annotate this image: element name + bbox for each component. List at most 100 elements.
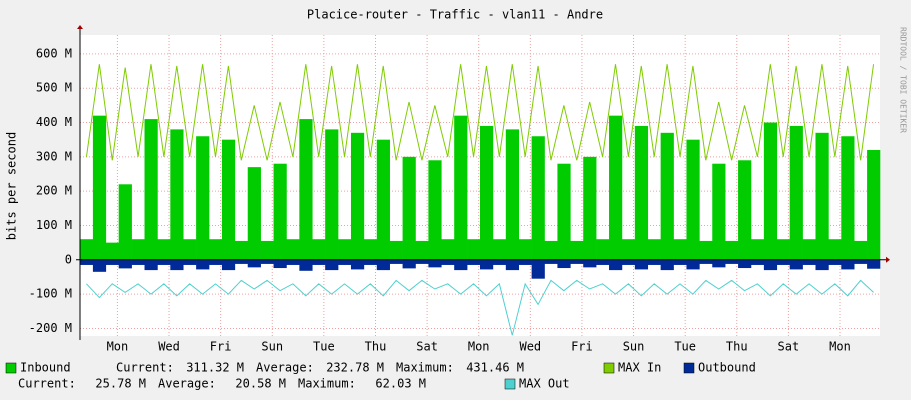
bar <box>170 259 184 271</box>
bar <box>596 259 610 265</box>
x-tick-label: Sat <box>778 340 800 354</box>
bar <box>234 240 249 260</box>
y-axis-label: bits per second <box>5 132 19 240</box>
bar <box>828 259 842 265</box>
bar <box>867 149 881 260</box>
bar <box>467 239 481 260</box>
bar <box>299 259 313 271</box>
x-tick-label: Tue <box>674 340 696 354</box>
bar <box>492 239 507 260</box>
x-tick-label: Mon <box>468 340 490 354</box>
y-tick-label: -100 M <box>29 287 72 301</box>
bar <box>80 239 94 260</box>
bar <box>686 139 700 260</box>
y-tick-label: 400 M <box>36 115 72 129</box>
bar <box>170 129 184 260</box>
x-tick-label: Sat <box>416 340 438 354</box>
legend-text: 232.78 M <box>326 361 384 375</box>
bar <box>415 259 429 264</box>
bar <box>273 163 287 260</box>
legend-text: Current: <box>116 361 174 375</box>
y-tick-label: 600 M <box>36 46 72 60</box>
bar <box>492 259 507 265</box>
bar <box>131 239 145 260</box>
bar <box>363 259 378 265</box>
bar <box>531 136 545 260</box>
x-tick-label: Mon <box>829 340 851 354</box>
legend-text: 311.32 M <box>186 361 244 375</box>
bar <box>583 156 597 260</box>
bar <box>557 259 571 269</box>
bar <box>131 259 145 265</box>
x-tick-label: Sun <box>623 340 645 354</box>
bar <box>389 240 403 260</box>
line <box>85 64 875 161</box>
bar <box>247 259 261 268</box>
bar <box>376 259 390 271</box>
bar <box>686 259 700 270</box>
bar <box>750 259 765 265</box>
bar <box>299 119 313 260</box>
bar <box>350 132 365 260</box>
bar <box>325 259 339 271</box>
bar <box>609 259 623 271</box>
bar <box>157 259 171 265</box>
bar <box>854 240 868 260</box>
x-tick-label: Thu <box>726 340 748 354</box>
bar <box>841 259 855 270</box>
bar <box>699 259 713 264</box>
bar <box>157 239 171 260</box>
bar <box>209 259 223 265</box>
bar <box>570 259 584 264</box>
bar <box>802 239 816 260</box>
legend-text: Maximum: <box>298 377 356 391</box>
y-arrow <box>77 25 83 29</box>
bar <box>738 259 752 269</box>
bar <box>402 259 416 269</box>
legend-text: 431.46 M <box>466 361 524 375</box>
bar <box>531 259 545 279</box>
bar <box>467 259 481 265</box>
bar <box>183 259 197 265</box>
legend-swatch <box>683 362 695 374</box>
bar <box>312 239 326 260</box>
bar <box>505 259 520 271</box>
x-tick-label: Mon <box>107 340 129 354</box>
legend-swatch <box>5 362 17 374</box>
bar <box>596 239 610 260</box>
bar <box>712 259 726 268</box>
bar <box>634 259 649 270</box>
bar <box>725 240 739 260</box>
bar <box>867 259 881 269</box>
chart-title: Placice-router - Traffic - vlan11 - Andr… <box>307 8 603 22</box>
bar <box>609 115 623 260</box>
bar <box>647 259 661 265</box>
bar <box>209 239 223 260</box>
bar <box>363 239 378 260</box>
bar <box>183 239 197 260</box>
x-tick-label: Sun <box>261 340 283 354</box>
bar <box>80 259 94 265</box>
bar <box>480 125 494 260</box>
bar <box>221 139 236 260</box>
bar <box>699 240 713 260</box>
bar <box>118 259 132 269</box>
x-tick-label: Tue <box>313 340 335 354</box>
bar <box>505 129 520 260</box>
bar <box>260 240 274 260</box>
bar <box>776 239 790 260</box>
legend-text: 20.58 M <box>235 377 286 391</box>
x-arrow <box>886 256 890 263</box>
bar <box>441 239 455 260</box>
bar <box>802 259 816 265</box>
bar <box>621 259 636 265</box>
bar <box>338 259 352 265</box>
bar <box>712 163 726 260</box>
bar <box>815 132 829 260</box>
bar <box>312 259 326 265</box>
legend-swatch <box>504 378 516 390</box>
bar <box>738 160 752 260</box>
bar <box>92 259 107 272</box>
bar <box>725 259 739 264</box>
